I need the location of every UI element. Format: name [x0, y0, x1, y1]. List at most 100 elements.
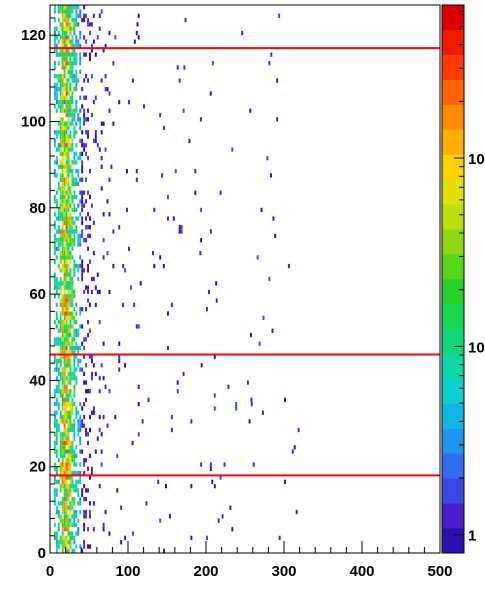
- heatmap-cell: [53, 272, 56, 277]
- heatmap-cell: [213, 393, 216, 398]
- heatmap-cell: [55, 108, 58, 113]
- heatmap-cell: [145, 501, 148, 506]
- heatmap-cell: [53, 531, 56, 536]
- heatmap-cell: [67, 302, 70, 308]
- heatmap-cell: [55, 311, 58, 316]
- heatmap-cell: [63, 259, 66, 264]
- heatmap-cell: [57, 39, 60, 44]
- heatmap-cell: [79, 501, 82, 506]
- heatmap-cell: [75, 410, 78, 415]
- heatmap-cell: [100, 121, 103, 126]
- heatmap-cell: [271, 328, 274, 333]
- heatmap-cell: [71, 160, 74, 165]
- colorbar-segment: [442, 104, 464, 130]
- heatmap-cell: [55, 99, 58, 105]
- heatmap-cell: [79, 151, 82, 157]
- heatmap-cell: [53, 281, 56, 286]
- heatmap-cell: [71, 427, 74, 433]
- heatmap-cell: [67, 419, 70, 424]
- heatmap-cell: [270, 52, 273, 57]
- heatmap-cell: [55, 82, 58, 87]
- heatmap-cell: [53, 449, 56, 454]
- heatmap-cell: [81, 216, 84, 221]
- heatmap-cell: [65, 311, 68, 316]
- heatmap-cell: [69, 522, 72, 528]
- heatmap-cell: [53, 104, 56, 109]
- heatmap-cell: [112, 229, 115, 234]
- heatmap-cell: [73, 453, 76, 459]
- heatmap-cell: [73, 61, 76, 66]
- heatmap-cell: [248, 419, 251, 424]
- heatmap-cell: [65, 449, 68, 454]
- heatmap-cell: [85, 39, 88, 44]
- heatmap-cell: [65, 462, 68, 467]
- heatmap-cell: [61, 9, 64, 14]
- heatmap-cell: [55, 160, 58, 165]
- heatmap-cell: [65, 156, 68, 161]
- heatmap-cell: [85, 238, 88, 243]
- heatmap-cell: [176, 380, 179, 385]
- heatmap-cell: [65, 535, 68, 541]
- heatmap-cell: [73, 233, 76, 238]
- heatmap-cell: [53, 496, 56, 502]
- heatmap-cell: [63, 82, 66, 87]
- heatmap-cell: [75, 453, 78, 459]
- heatmap-cell: [71, 483, 74, 489]
- heatmap-cell: [65, 419, 68, 424]
- heatmap-cell: [59, 315, 62, 320]
- heatmap-cell: [207, 289, 210, 295]
- heatmap-cell: [176, 389, 179, 394]
- heatmap-cell: [53, 168, 56, 174]
- heatmap-cell: [65, 337, 68, 342]
- heatmap-cell: [69, 501, 72, 506]
- heatmap-cell: [73, 436, 76, 441]
- heatmap-cell: [59, 358, 62, 364]
- heatmap-cell: [63, 134, 66, 139]
- heatmap-cell: [67, 143, 70, 148]
- heatmap-cell: [69, 319, 72, 325]
- heatmap-cell: [59, 324, 62, 329]
- heatmap-cell: [59, 518, 62, 523]
- heatmap-cell: [83, 268, 86, 273]
- heatmap-cell: [75, 531, 78, 536]
- heatmap-cell: [65, 354, 68, 359]
- heatmap-cell: [79, 138, 82, 144]
- x-tick-label: 500: [427, 563, 452, 580]
- heatmap-cell: [55, 367, 58, 372]
- colorbar-segment: [442, 528, 464, 554]
- heatmap-cell: [53, 61, 56, 66]
- heatmap-cell: [118, 354, 121, 359]
- heatmap-cell: [65, 30, 68, 36]
- heatmap-cell: [57, 242, 60, 247]
- heatmap-cell: [261, 410, 264, 415]
- heatmap-cell: [61, 548, 64, 553]
- heatmap-cell: [71, 138, 74, 144]
- heatmap-cell: [71, 496, 74, 502]
- heatmap-cell: [63, 65, 66, 70]
- heatmap-cell: [89, 233, 91, 238]
- heatmap-cell: [65, 250, 68, 256]
- heatmap-cell: [246, 380, 249, 385]
- heatmap-cell: [69, 535, 72, 541]
- heatmap-cell: [75, 354, 78, 359]
- heatmap-cell: [75, 414, 78, 420]
- heatmap-cell: [106, 250, 109, 256]
- heatmap-cell: [69, 488, 72, 493]
- heatmap-cell: [57, 384, 60, 390]
- heatmap-cell: [57, 509, 60, 515]
- heatmap-cell: [59, 86, 62, 92]
- heatmap-cell: [89, 501, 91, 506]
- heatmap-cell: [55, 488, 58, 493]
- heatmap-cell: [87, 440, 89, 446]
- heatmap-cell: [63, 220, 66, 226]
- heatmap-cell: [89, 52, 91, 57]
- heatmap-cell: [63, 229, 66, 234]
- heatmap-cell: [116, 488, 119, 493]
- heatmap-cell: [81, 233, 84, 238]
- heatmap-cell: [71, 522, 74, 528]
- heatmap-cell: [73, 535, 76, 541]
- heatmap-cell: [73, 384, 76, 390]
- heatmap-cell: [71, 69, 74, 75]
- heatmap-cell: [63, 43, 66, 49]
